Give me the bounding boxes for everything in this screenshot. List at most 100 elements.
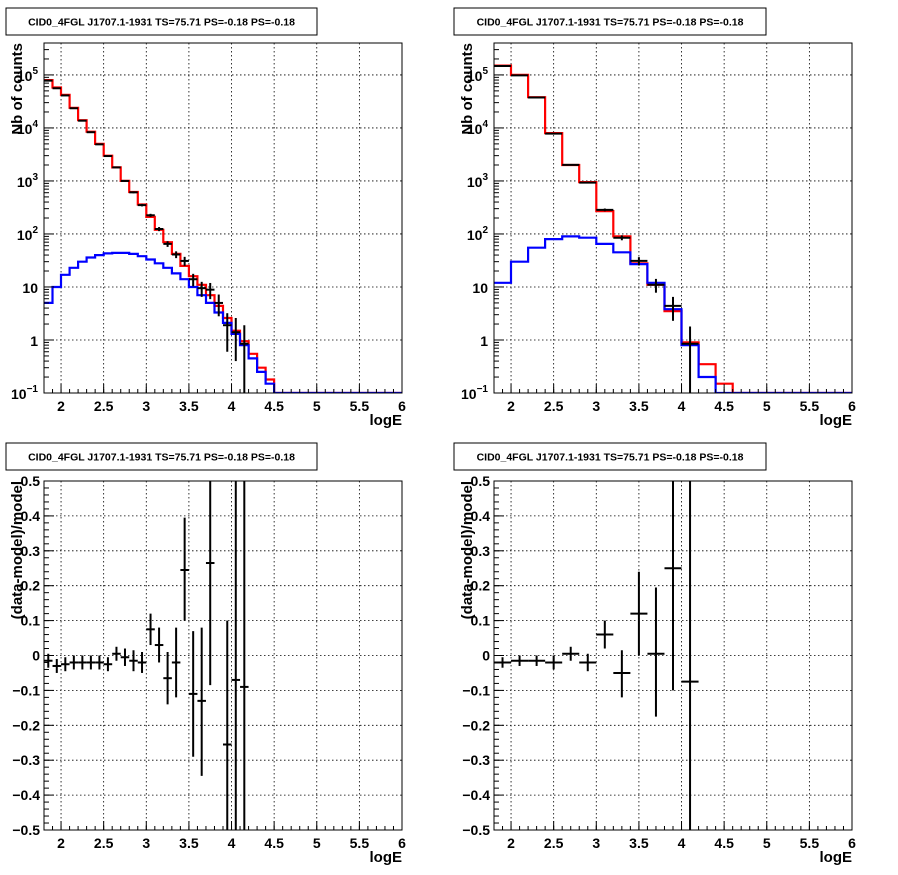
chart-title: CID0_4FGL J1707.1-1931 TS=75.71 PS=-0.18…	[477, 452, 744, 464]
data-point	[240, 325, 249, 393]
data-point	[562, 646, 580, 661]
plot-area	[494, 481, 699, 830]
y-tick-label: 105	[17, 66, 39, 84]
data-point	[223, 313, 232, 352]
data-point	[78, 655, 87, 670]
data-point	[545, 132, 563, 135]
data-point	[86, 655, 96, 670]
data-point	[205, 282, 215, 300]
x-tick-label: 2.5	[94, 398, 114, 414]
data-point	[664, 296, 682, 321]
x-axis-title: logE	[820, 849, 853, 866]
data-point	[562, 163, 580, 166]
data-point	[180, 256, 189, 266]
x-tick-label: 6	[398, 398, 406, 414]
x-tick-label: 3.5	[179, 835, 199, 851]
data-point	[579, 653, 597, 672]
y-tick-label: 102	[17, 225, 39, 243]
data-point	[630, 571, 648, 656]
data-point	[129, 650, 138, 672]
data-point	[223, 620, 232, 830]
x-axis-title: logE	[370, 412, 403, 429]
data-point	[171, 251, 181, 259]
data-point	[163, 241, 172, 247]
data-point	[120, 179, 130, 182]
x-tick-label: 5	[763, 835, 771, 851]
chart-panel-1: 2 2.5 3 3.5 4 4.5 5 5.5 6 10−1 1 10 102 103 104 105 logE…	[5, 7, 406, 429]
y-tick-label: 105	[467, 66, 489, 84]
data-point	[137, 652, 147, 673]
y-tick-label: 1	[30, 333, 38, 349]
y-tick-label: 0	[32, 648, 40, 664]
y-tick-label: 0.4	[21, 508, 41, 524]
y-tick-label: −0.1	[12, 682, 40, 698]
x-tick-label: 6	[848, 835, 856, 851]
x-tick-label: 2.5	[94, 835, 114, 851]
x-tick-label: 4	[678, 398, 686, 414]
x-tick-label: 4.5	[714, 835, 734, 851]
y-tick-label: −0.4	[462, 787, 490, 803]
x-axis-title: logE	[820, 412, 853, 429]
data-point	[146, 613, 155, 646]
y-tick-label: −0.3	[462, 752, 490, 768]
y-tick-label: −0.1	[462, 682, 490, 698]
x-tick-label: 5.5	[350, 835, 370, 851]
data-point	[154, 227, 164, 232]
y-tick-label: 0.5	[471, 473, 491, 489]
chart-title-box: CID0_4FGL J1707.1-1931 TS=75.71 PS=-0.18…	[5, 7, 318, 36]
x-tick-label: 5.5	[800, 835, 820, 851]
chart-panel-4: 2 2.5 3 3.5 4 4.5 5 5.5 6 −0.5 −0.4 −0.3 −0.2 −0.1 0 0.…	[453, 442, 856, 866]
y-tick-label: 0.3	[21, 543, 41, 559]
x-tick-label: 2	[57, 835, 65, 851]
chart-title-box: CID0_4FGL J1707.1-1931 TS=75.71 PS=-0.18…	[5, 442, 318, 471]
data-point	[197, 281, 206, 297]
y-tick-label: 104	[17, 119, 39, 137]
data-point	[579, 181, 597, 184]
y-tick-label: −0.2	[12, 717, 40, 733]
y-tick-label: 0.3	[471, 543, 491, 559]
x-tick-label: 3.5	[629, 398, 649, 414]
x-tick-label: 2.5	[544, 398, 564, 414]
x-tick-label: 3.5	[629, 835, 649, 851]
source-model-histogram	[494, 235, 852, 393]
data-point	[129, 191, 138, 194]
x-tick-label: 5	[313, 398, 321, 414]
data-point	[231, 481, 241, 830]
data-point	[613, 235, 631, 241]
y-tick-label: 103	[467, 172, 489, 190]
y-tick-label: −0.4	[12, 787, 40, 803]
data-point	[154, 627, 164, 663]
y-tick-label: 10−1	[461, 384, 488, 402]
y-tick-label: 0.2	[21, 578, 41, 594]
chart-title: CID0_4FGL J1707.1-1931 TS=75.71 PS=-0.18…	[477, 17, 744, 29]
y-tick-label: 0.1	[21, 613, 41, 629]
y-tick-label: 0.2	[471, 578, 491, 594]
plot-area	[44, 481, 249, 830]
plot-area	[44, 79, 402, 393]
x-tick-label: 4.5	[264, 835, 284, 851]
x-tick-label: 2	[507, 835, 515, 851]
y-tick-label: 0.1	[471, 613, 491, 629]
x-tick-label: 4	[678, 835, 686, 851]
y-axis-title: (data-model)/model	[9, 481, 26, 619]
y-tick-label: 10	[472, 280, 488, 296]
source-model-histogram	[44, 251, 402, 393]
data-point	[69, 655, 79, 670]
chart-panel-2: 2 2.5 3 3.5 4 4.5 5 5.5 6 10−1 1 10 102 103 104 105 logE…	[453, 7, 856, 429]
y-tick-label: 103	[17, 172, 39, 190]
y-tick-label: −0.5	[462, 822, 490, 838]
data-point	[511, 655, 529, 666]
data-point	[171, 627, 181, 698]
x-tick-label: 4.5	[714, 398, 734, 414]
chart-title-box: CID0_4FGL J1707.1-1931 TS=75.71 PS=-0.18…	[453, 7, 767, 36]
data-point	[613, 650, 631, 698]
data-point	[545, 655, 563, 670]
x-tick-label: 5	[313, 835, 321, 851]
chart-title: CID0_4FGL J1707.1-1931 TS=75.71 PS=-0.18…	[28, 17, 295, 29]
data-point	[197, 627, 206, 776]
x-tick-label: 5.5	[800, 398, 820, 414]
chart-title: CID0_4FGL J1707.1-1931 TS=75.71 PS=-0.18…	[28, 452, 295, 464]
data-point	[112, 166, 121, 169]
